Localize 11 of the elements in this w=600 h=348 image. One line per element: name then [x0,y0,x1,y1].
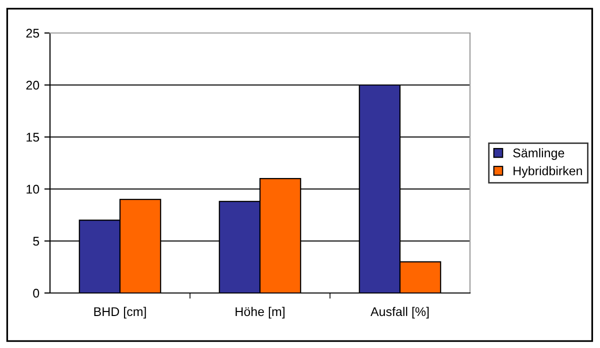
x-tick-label: BHD [cm] [94,306,146,319]
y-tick-label: 25 [26,28,40,38]
y-tick-label: 15 [26,132,40,142]
legend-label: Hybridbirken [514,166,582,178]
x-tick-label: Höhe [m] [236,306,284,319]
y-tick-label: 20 [26,80,40,90]
y-tick-label: 5 [33,236,40,246]
x-tick-label: Ausfall [%] [370,306,429,319]
legend-label: Sämlinge [513,148,564,160]
y-tick-label: 0 [33,288,40,298]
y-tick-label: 10 [26,184,40,194]
